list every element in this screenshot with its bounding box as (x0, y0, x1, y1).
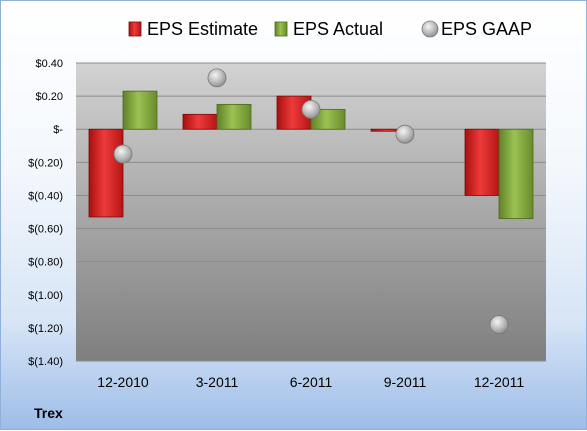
y-tick-label: $0.40 (35, 58, 63, 70)
y-tick-label: $(0.60) (28, 224, 63, 236)
x-tick-label: 12-2010 (97, 374, 149, 390)
eps-estimate-bar (464, 128, 500, 196)
eps-gaap-marker (489, 315, 509, 334)
legend-swatch (128, 21, 142, 37)
eps-estimate-bar (182, 113, 218, 130)
legend-label: EPS GAAP (441, 19, 532, 39)
x-tick-label: 12-2011 (474, 374, 525, 390)
y-tick-label: $(0.40) (28, 190, 63, 202)
eps-actual-bar (310, 108, 346, 130)
y-tick-label: $(0.80) (28, 257, 63, 269)
legend-label: EPS Actual (293, 19, 383, 39)
eps-gaap-marker (301, 99, 321, 119)
y-tick-label: $0.20 (35, 91, 63, 103)
eps-actual-bar (216, 103, 252, 130)
bars (88, 90, 534, 220)
x-tick-label: 6-2011 (290, 374, 333, 390)
y-tick-label: $(1.40) (28, 356, 63, 368)
legend: EPS Estimate EPS Actual EPS GAAP (128, 19, 532, 39)
y-tick-label: $(0.20) (28, 157, 63, 169)
legend-swatch (421, 20, 439, 38)
legend-swatch (274, 21, 288, 37)
y-tick-label: $(1.20) (28, 323, 63, 335)
eps-estimate-bar (88, 128, 124, 218)
y-tick-label: $- (53, 124, 63, 136)
x-tick-label: 9-2011 (384, 374, 427, 390)
x-axis: 12-2010 3-2011 6-2011 9-2011 12-2011 (97, 374, 524, 390)
eps-actual-bar (498, 128, 534, 220)
eps-gaap-marker (395, 124, 415, 144)
eps-gaap-marker (207, 68, 227, 88)
company-label: Trex (34, 405, 63, 421)
eps-gaap-marker (113, 144, 133, 164)
x-tick-label: 3-2011 (196, 374, 239, 390)
eps-actual-bar (122, 90, 158, 130)
legend-label: EPS Estimate (147, 19, 258, 39)
y-axis: $0.40 $0.20 $- $(0.20) $(0.40) $(0.60) $(0.80)… (28, 58, 63, 368)
y-tick-label: $(1.00) (28, 290, 63, 302)
markers (113, 68, 509, 334)
